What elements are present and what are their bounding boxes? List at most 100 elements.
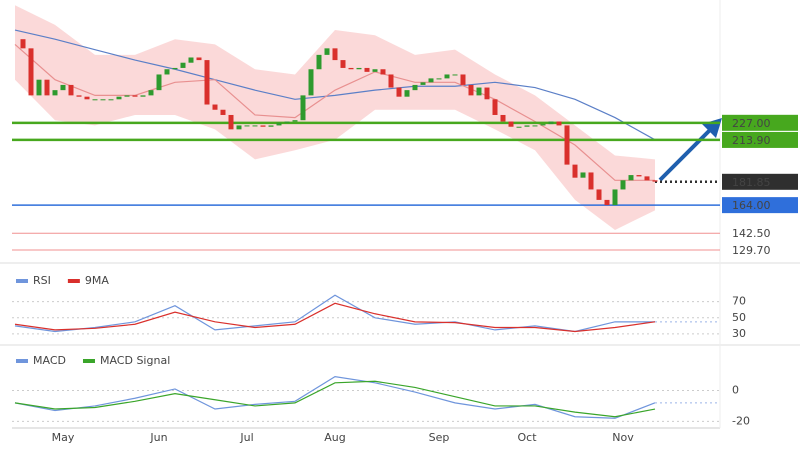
candle [308, 69, 314, 96]
candle [468, 84, 474, 96]
legend-swatch [82, 359, 95, 363]
candle [580, 172, 586, 178]
candle [228, 114, 234, 130]
candle [164, 69, 170, 75]
candle [412, 84, 418, 91]
x-tick-label: Nov [612, 431, 634, 444]
candle [276, 122, 282, 126]
candle [460, 74, 466, 85]
candle [524, 125, 530, 127]
candle [68, 84, 74, 96]
candle [564, 125, 570, 165]
legend-label: 9MA [85, 274, 109, 287]
candle [620, 180, 626, 190]
candle [252, 125, 258, 127]
candle [268, 125, 274, 127]
candle [292, 120, 298, 122]
candle [20, 39, 26, 49]
candle [140, 95, 146, 97]
candle [132, 95, 138, 97]
candle [572, 164, 578, 178]
candle [212, 104, 218, 110]
x-tick-label: Jun [149, 431, 167, 444]
candle [404, 90, 410, 97]
candle [124, 95, 130, 97]
candle [324, 48, 330, 55]
candle [652, 180, 658, 182]
candle [420, 82, 426, 85]
candle [236, 125, 242, 130]
candle [284, 121, 290, 123]
candle [372, 69, 378, 72]
candle [388, 74, 394, 88]
level-label-box [722, 114, 798, 131]
candle [364, 67, 370, 72]
candle [492, 99, 498, 115]
candle [116, 96, 122, 100]
candle [348, 67, 354, 70]
candle [444, 74, 450, 79]
candle [556, 121, 562, 126]
candle [52, 90, 58, 96]
candle [76, 95, 82, 97]
y-tick-label: 0 [732, 384, 739, 397]
candle [508, 121, 514, 127]
ma-slow [14, 29, 656, 141]
legend-swatch [16, 279, 28, 283]
x-tick-label: Sep [429, 431, 450, 444]
level-label: 129.70 [732, 244, 771, 257]
candle [44, 79, 50, 96]
candle [28, 48, 34, 96]
ma-fast [14, 43, 655, 181]
level-label: 213.90 [732, 134, 771, 147]
candle [60, 84, 66, 91]
candle [188, 57, 194, 63]
legend-swatch [67, 279, 80, 283]
candle [196, 57, 202, 61]
candle [476, 87, 482, 96]
candle [428, 78, 434, 83]
candle [644, 176, 650, 181]
candle [380, 69, 386, 75]
legend-label: RSI [33, 274, 51, 287]
candle [220, 109, 226, 115]
x-tick-label: Oct [517, 431, 537, 444]
legend-swatch [16, 359, 28, 363]
candle [540, 124, 546, 126]
level-label: 142.50 [732, 227, 771, 240]
x-tick-label: Jul [239, 431, 253, 444]
candle [148, 90, 154, 96]
level-label-box [722, 131, 798, 148]
x-tick-label: May [52, 431, 75, 444]
legend-label: MACD Signal [100, 354, 170, 367]
candle [172, 67, 178, 70]
candle [340, 60, 346, 68]
candle [396, 87, 402, 97]
candle [612, 189, 618, 206]
level-label: 181.85 [732, 176, 771, 189]
candle [92, 99, 98, 101]
candle [204, 60, 210, 105]
candle [436, 78, 442, 80]
candle [516, 126, 522, 128]
candle [100, 99, 106, 101]
candle [316, 54, 322, 70]
candle [452, 74, 458, 76]
level-label: 227.00 [732, 117, 771, 130]
level-label: 164.00 [732, 199, 771, 212]
x-tick-label: Aug [324, 431, 345, 444]
legend-label: MACD [33, 354, 66, 367]
candle [108, 99, 114, 101]
candle [588, 172, 594, 190]
candle [636, 175, 642, 177]
candle [484, 87, 490, 100]
candle [36, 79, 42, 96]
candle [628, 175, 634, 181]
level-label-box [722, 197, 798, 214]
candle [532, 125, 538, 127]
candle [604, 199, 610, 206]
level-label-box [722, 173, 798, 190]
y-tick-label: 70 [732, 295, 746, 308]
candle [356, 67, 362, 70]
